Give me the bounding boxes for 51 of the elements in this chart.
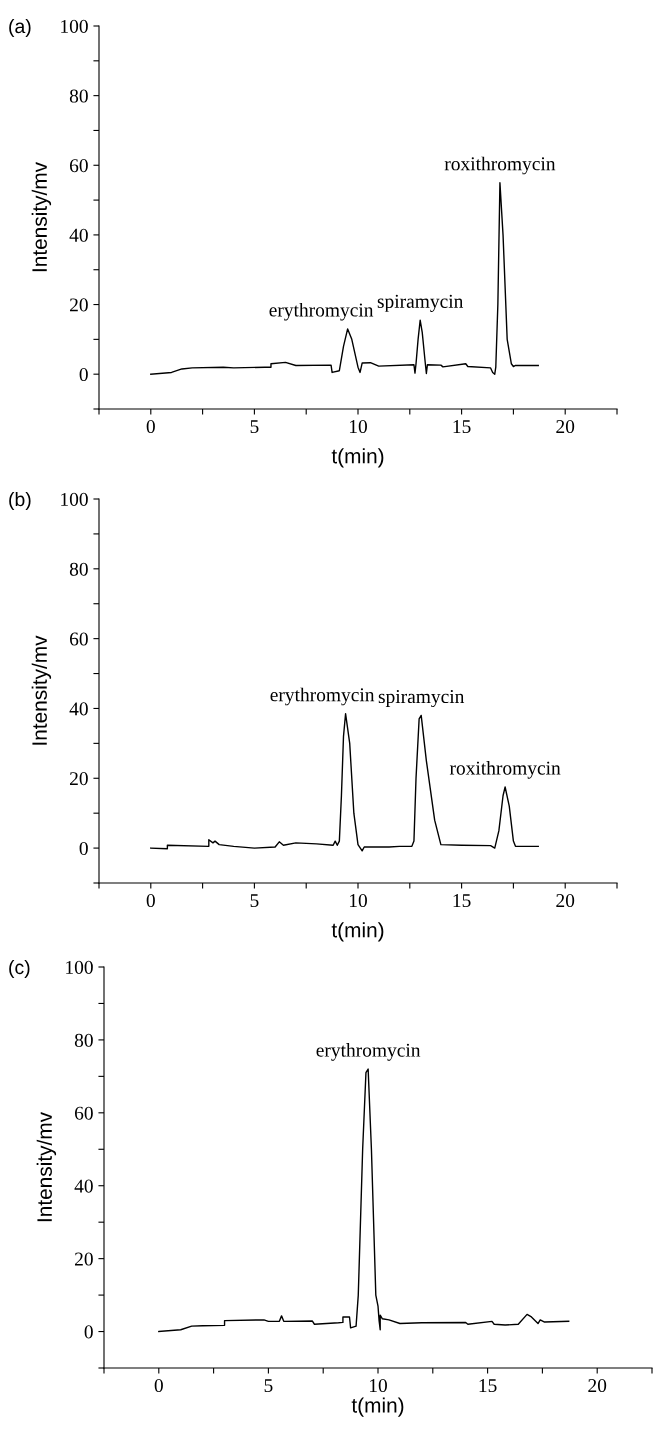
x-tick-label: 0	[154, 1378, 163, 1393]
x-axis-title: t(min)	[331, 922, 384, 942]
annotation: erythromycin	[316, 1043, 421, 1061]
chart-title: (a)	[9, 18, 31, 38]
y-tick-label: 80	[69, 562, 88, 576]
y-tick-label: 40	[69, 702, 88, 716]
y-tick-label: 60	[74, 1106, 93, 1120]
line-series	[150, 181, 539, 375]
y-tick-label: 100	[66, 960, 93, 974]
annotation: spiramycin	[378, 690, 465, 708]
annotation: spiramycin	[377, 294, 464, 312]
y-tick-label: 100	[61, 492, 88, 506]
line-series	[158, 1068, 570, 1333]
x-tick-label: 0	[146, 893, 155, 908]
x-tick-label: 15	[453, 420, 471, 434]
x-tick-label: 20	[588, 1378, 607, 1393]
x-tick-label: 10	[349, 419, 367, 434]
y-tick-label: 20	[69, 772, 88, 786]
y-axis-title: Intensity/mv	[31, 635, 52, 745]
y-tick-label: 40	[74, 1179, 93, 1193]
x-tick-label: 20	[556, 893, 575, 908]
annotation: roxithromycin	[444, 156, 556, 175]
y-tick-label: 0	[79, 841, 88, 856]
y-axis-title: Intensity/mv	[31, 162, 52, 272]
y-axis-title: Intensity/mv	[36, 1112, 57, 1222]
y-tick-label: 40	[69, 228, 88, 242]
y-tick-label: 0	[84, 1325, 93, 1339]
x-tick-label: 15	[479, 1379, 497, 1393]
x-tick-label: 10	[349, 893, 367, 908]
y-tick-label: 60	[69, 632, 88, 646]
x-tick-label: 15	[453, 894, 471, 908]
y-tick-label: 80	[69, 89, 88, 103]
x-tick-label: 5	[264, 1379, 273, 1393]
y-tick-label: 20	[74, 1252, 93, 1266]
x-tick-label: 20	[556, 419, 575, 434]
x-tick-label: 5	[250, 894, 259, 908]
y-tick-label: 60	[69, 159, 88, 173]
chart-title: (b)	[9, 491, 31, 511]
annotation: erythromycin	[269, 302, 374, 321]
x-tick-label: 0	[146, 419, 155, 434]
x-axis-title: t(min)	[351, 1397, 404, 1417]
y-tick-label: 0	[79, 368, 88, 382]
annotation: roxithromycin	[449, 760, 561, 779]
x-tick-label: 5	[250, 420, 259, 434]
y-tick-label: 100	[61, 19, 88, 33]
x-tick-label: 10	[369, 1378, 387, 1393]
y-tick-label: 20	[69, 298, 88, 312]
x-axis-title: t(min)	[331, 448, 384, 468]
chart-title: (c)	[9, 959, 30, 979]
annotation: erythromycin	[270, 687, 375, 706]
y-tick-label: 80	[74, 1033, 93, 1047]
